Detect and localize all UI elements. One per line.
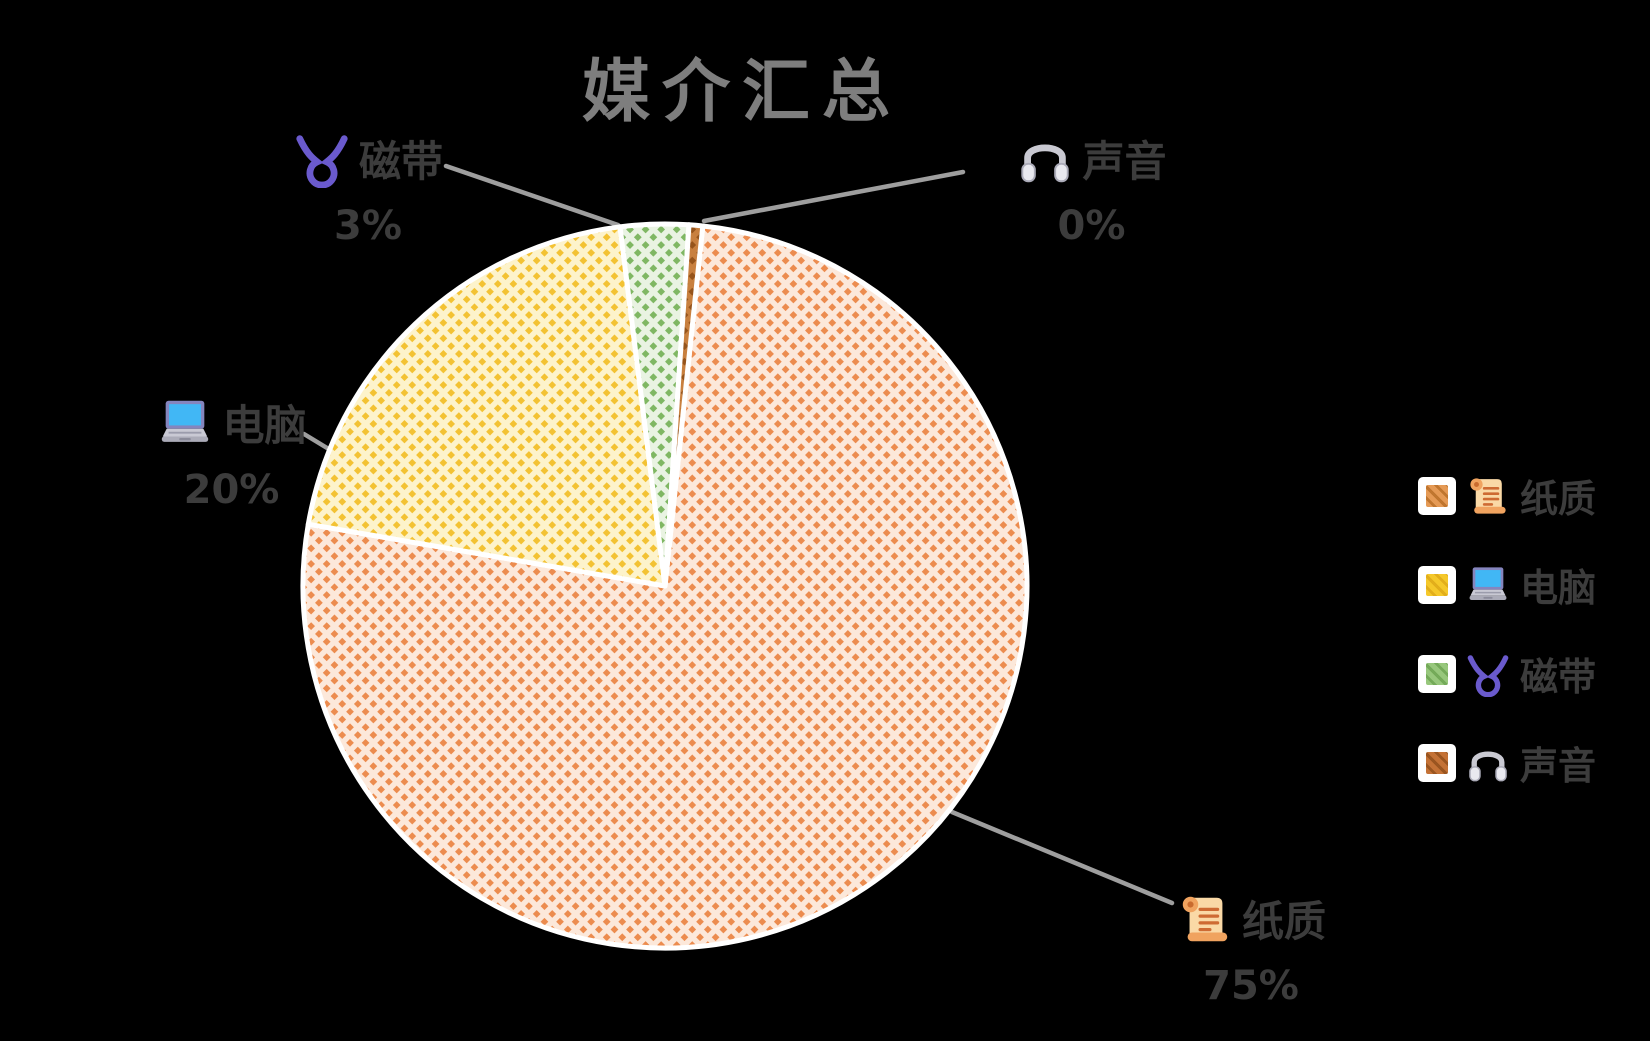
legend-label-computer: 电脑 (1520, 566, 1597, 610)
leader-line-tape (443, 163, 621, 228)
callout-sound: 声音 0% (984, 128, 1199, 249)
scroll-icon (1176, 890, 1234, 948)
callout-sound-label: 声音 (1082, 137, 1167, 186)
callout-paper-percent: 75% (1203, 963, 1299, 1009)
legend-item-tape[interactable]: 磁带 (1418, 646, 1596, 701)
laptop-icon (156, 394, 214, 452)
legend: 纸质 电脑 磁带 声音 (1418, 468, 1596, 790)
callout-computer-label: 电脑 (222, 401, 307, 450)
legend-item-sound[interactable]: 声音 (1418, 735, 1596, 790)
curly-loop-icon (293, 130, 351, 188)
chart-title: 媒介汇总 (581, 53, 902, 132)
legend-label-tape: 磁带 (1520, 655, 1597, 699)
pie-slice-4[interactable] (662, 222, 706, 589)
legend-swatch-paper (1418, 476, 1456, 515)
callout-computer: 电脑 20% (144, 392, 319, 513)
legend-label-paper: 纸质 (1520, 477, 1597, 521)
laptop-icon (1465, 562, 1511, 608)
callout-tape-percent: 3% (334, 203, 402, 249)
curly-loop-icon (1465, 651, 1511, 697)
legend-swatch-tape (1418, 654, 1456, 693)
headphones-icon (1016, 130, 1074, 188)
legend-item-computer[interactable]: 电脑 (1418, 557, 1596, 612)
leader-line-sound (701, 169, 966, 224)
callout-sound-percent: 0% (1057, 203, 1126, 249)
callout-tape-label: 磁带 (358, 137, 443, 186)
pie-slice-2[interactable] (305, 224, 668, 589)
callout-paper: 纸质 75% (1176, 888, 1326, 1009)
callout-tape: 磁带 3% (288, 128, 448, 249)
scroll-icon (1465, 473, 1511, 519)
legend-item-paper[interactable]: 纸质 (1418, 468, 1596, 523)
legend-label-sound: 声音 (1520, 744, 1597, 788)
callout-computer-percent: 20% (183, 467, 280, 513)
callout-paper-label: 纸质 (1242, 897, 1327, 946)
legend-swatch-computer (1418, 565, 1456, 604)
headphones-icon (1465, 740, 1511, 786)
leader-line-paper (949, 809, 1175, 906)
legend-swatch-sound (1418, 743, 1456, 782)
